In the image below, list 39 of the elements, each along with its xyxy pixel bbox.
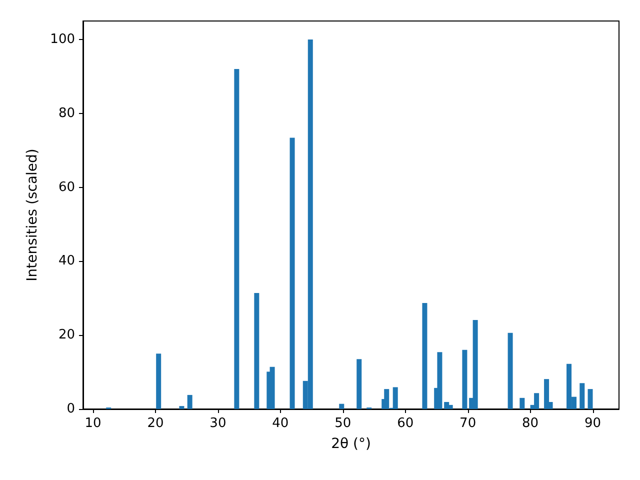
bar	[534, 393, 540, 409]
y-tick-label: 0	[66, 402, 75, 416]
bar	[356, 359, 362, 409]
x-tick-label: 50	[334, 416, 352, 431]
x-tick-label: 80	[522, 416, 539, 431]
x-tick-label: 40	[272, 416, 289, 431]
x-tick-label: 30	[210, 416, 226, 431]
y-tick-label: 60	[58, 180, 75, 195]
bar	[508, 332, 513, 409]
bar	[462, 350, 468, 409]
bar	[156, 354, 162, 409]
y-tick-label: 100	[50, 32, 75, 47]
x-tick-label: 60	[397, 416, 414, 431]
y-axis-title: Intensities (scaled)	[24, 148, 40, 282]
bar	[179, 406, 184, 409]
bar	[290, 138, 295, 409]
bar	[234, 69, 240, 409]
bar	[437, 352, 442, 409]
bar	[472, 320, 478, 409]
x-axis-title: 2θ (°)	[331, 436, 371, 452]
x-tick-label: 20	[147, 416, 164, 431]
bar	[448, 404, 453, 409]
y-tick-label: 80	[58, 106, 75, 121]
bar	[422, 302, 428, 409]
bar	[270, 366, 275, 409]
x-tick-label: 90	[584, 416, 602, 431]
y-tick-label: 40	[58, 254, 75, 269]
bar	[588, 389, 593, 409]
x-tick-label: 10	[84, 416, 102, 431]
bar	[580, 383, 585, 409]
bar	[384, 389, 390, 409]
bar	[254, 292, 260, 409]
bar	[187, 394, 192, 409]
y-tick-label: 20	[58, 328, 75, 343]
x-tick-label: 70	[460, 416, 476, 431]
bar	[544, 379, 550, 409]
bar	[392, 387, 398, 409]
bar	[339, 404, 344, 409]
bar	[520, 398, 525, 409]
